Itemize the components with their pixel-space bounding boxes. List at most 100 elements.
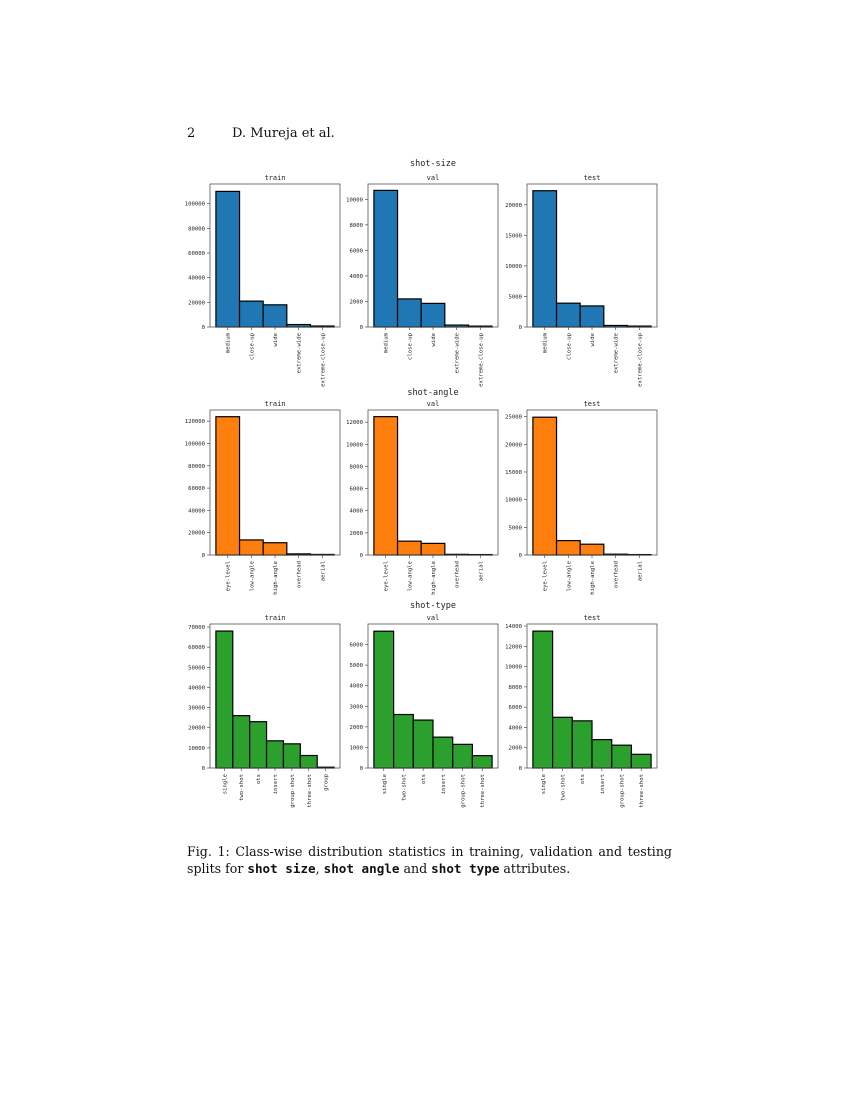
y-tick-label: 6000 bbox=[350, 487, 363, 493]
bar-ots bbox=[412, 719, 434, 769]
page-number: 2 bbox=[187, 126, 196, 141]
x-tick-label: eye-level bbox=[384, 561, 390, 591]
chart-title: train bbox=[264, 400, 285, 408]
axes-frame bbox=[367, 409, 499, 556]
bar-insert bbox=[432, 736, 454, 769]
x-tick-label: two-shot bbox=[239, 774, 245, 801]
y-tick-label: 10000 bbox=[505, 498, 522, 504]
y-tick-label: 2000 bbox=[350, 299, 363, 305]
y-tick-label: 0 bbox=[202, 325, 205, 331]
bar-high-angle bbox=[262, 542, 288, 556]
caption-text: , bbox=[315, 861, 324, 876]
y-tick-label: 80000 bbox=[188, 464, 205, 470]
y-tick-label: 15000 bbox=[505, 470, 522, 476]
y-tick-label: 2000 bbox=[350, 531, 363, 537]
figure-row-title: shot-size bbox=[410, 159, 456, 169]
axes-frame bbox=[209, 623, 341, 769]
x-tick-label: three-shot bbox=[307, 774, 313, 808]
x-tick-label: overhead bbox=[297, 561, 303, 588]
y-tick-label: 0 bbox=[519, 553, 522, 559]
axes-frame bbox=[367, 183, 499, 328]
y-tick-label: 5000 bbox=[350, 663, 363, 669]
x-tick-label: single bbox=[222, 773, 228, 794]
y-tick-label: 3000 bbox=[350, 704, 363, 710]
bar-eye-level bbox=[215, 416, 241, 556]
bar-medium bbox=[373, 189, 399, 328]
y-tick-label: 60000 bbox=[188, 251, 205, 257]
x-tick-label: two-shot bbox=[401, 774, 407, 801]
caption-attr-shot-type: shot type bbox=[431, 861, 500, 876]
chart-title: test bbox=[584, 400, 601, 408]
chart-shot-size-train: train medium close-up wide extreme-wide extre… bbox=[185, 174, 341, 387]
y-tick-label: 6000 bbox=[350, 643, 363, 649]
y-tick-label: 8000 bbox=[350, 223, 363, 229]
y-tick-label: 0 bbox=[202, 766, 205, 772]
figure-caption: Fig. 1: Class-wise distribution statisti… bbox=[187, 843, 672, 877]
chart-title: train bbox=[264, 614, 285, 622]
x-tick-label: group bbox=[324, 773, 330, 790]
bar-low-angle bbox=[396, 540, 422, 556]
x-tick-label: low-angle bbox=[407, 560, 413, 591]
y-tick-label: 100000 bbox=[185, 202, 205, 208]
bar-close-up bbox=[238, 300, 264, 328]
x-tick-label: three-shot bbox=[480, 774, 486, 808]
bar-three-shot bbox=[471, 755, 493, 769]
axes-frame bbox=[526, 623, 658, 769]
x-tick-label: low-angle bbox=[566, 560, 572, 591]
y-tick-label: 60000 bbox=[188, 486, 205, 492]
chart-shot-type-train: train single two-shot ots insert group-shot th… bbox=[188, 614, 341, 808]
x-tick-label: extreme-close-up bbox=[637, 332, 643, 387]
x-tick-label: medium bbox=[384, 332, 390, 353]
y-tick-label: 20000 bbox=[188, 300, 205, 306]
x-tick-label: ots bbox=[421, 774, 427, 784]
caption-attr-shot-angle: shot angle bbox=[323, 861, 400, 876]
y-tick-label: 0 bbox=[360, 553, 363, 559]
x-tick-label: insert bbox=[273, 774, 279, 794]
bar-eye-level bbox=[532, 416, 558, 556]
x-tick-label: extreme-close-up bbox=[478, 332, 484, 387]
chart-shot-size-val: val medium close-up wide extreme-wide extreme… bbox=[346, 174, 499, 387]
x-tick-label: aerial bbox=[320, 561, 326, 581]
axes-frame bbox=[209, 183, 341, 328]
bar-insert bbox=[265, 740, 285, 769]
bar-eye-level bbox=[373, 416, 399, 556]
y-tick-label: 0 bbox=[360, 325, 363, 331]
y-tick-label: 0 bbox=[202, 553, 205, 559]
running-head-authors: D. Mureja et al. bbox=[232, 126, 335, 141]
y-tick-label: 120000 bbox=[185, 419, 205, 425]
y-tick-label: 30000 bbox=[188, 706, 205, 712]
y-tick-label: 6000 bbox=[350, 248, 363, 254]
bar-ots bbox=[249, 721, 268, 769]
y-tick-label: 4000 bbox=[350, 509, 363, 515]
x-tick-label: group-shot bbox=[620, 774, 626, 808]
y-tick-label: 15000 bbox=[505, 233, 522, 239]
bar-two-shot bbox=[232, 715, 251, 769]
x-tick-label: high-angle bbox=[590, 560, 596, 594]
x-tick-label: group-shot bbox=[290, 774, 296, 808]
x-tick-label: group-shot bbox=[461, 774, 467, 808]
caption-text: and bbox=[399, 861, 432, 876]
bar-wide bbox=[579, 305, 605, 328]
y-tick-label: 60000 bbox=[188, 645, 205, 651]
x-tick-label: single bbox=[382, 773, 388, 794]
x-tick-label: wide bbox=[590, 332, 596, 346]
bar-group-shot bbox=[611, 744, 632, 769]
y-tick-label: 8000 bbox=[350, 464, 363, 470]
y-tick-label: 20000 bbox=[188, 726, 205, 732]
x-tick-label: overhead bbox=[614, 561, 620, 588]
x-tick-label: close-up bbox=[566, 332, 572, 360]
bar-ots bbox=[571, 720, 593, 769]
x-tick-label: aerial bbox=[478, 561, 484, 581]
bar-group-shot bbox=[282, 743, 301, 769]
y-tick-label: 0 bbox=[360, 766, 363, 772]
bar-wide bbox=[262, 304, 288, 328]
x-tick-label: ots bbox=[580, 774, 586, 784]
figure-row-title: shot-angle bbox=[407, 388, 458, 398]
bar-low-angle bbox=[555, 540, 581, 556]
bar-close-up bbox=[396, 298, 422, 328]
bar-insert bbox=[591, 739, 613, 769]
chart-title: val bbox=[427, 174, 440, 182]
y-tick-label: 80000 bbox=[188, 226, 205, 232]
bar-two-shot bbox=[552, 716, 573, 769]
